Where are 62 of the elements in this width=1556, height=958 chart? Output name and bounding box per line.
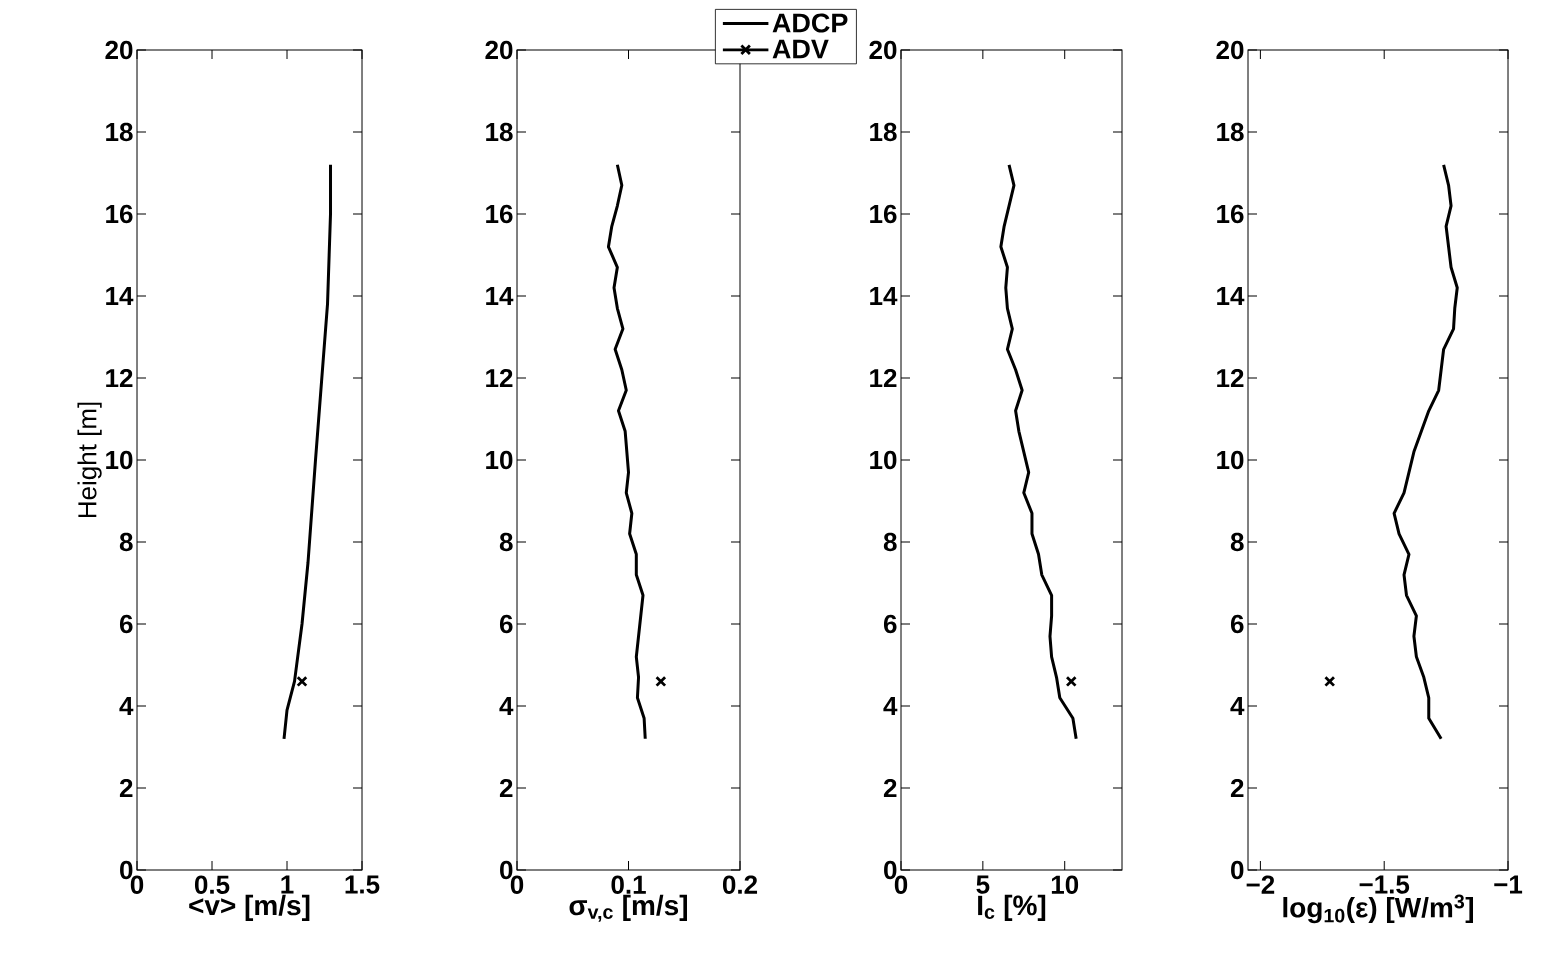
line-series: [606, 163, 647, 741]
y-tick-label: 16: [1217, 204, 1244, 224]
y-tick-label: 2: [499, 778, 513, 798]
x-tick-label: 5: [976, 875, 990, 894]
y-tick-label: 12: [106, 368, 133, 388]
x-tick-label: −2: [1246, 875, 1275, 894]
y-tick-label: 8: [1230, 532, 1244, 552]
line-series: [999, 163, 1078, 741]
y-tick-label: 16: [870, 204, 897, 224]
x-tick-label: −1.5: [1359, 875, 1410, 894]
y-tick-label: 20: [105, 40, 133, 60]
x-tick-label: −1: [1494, 875, 1523, 894]
x-tick-label: 0.5: [194, 875, 230, 894]
line-series: [1392, 163, 1459, 741]
y-tick-label: 12: [870, 368, 897, 388]
y-tick-label: 6: [499, 614, 513, 634]
y-tick-label: 8: [883, 532, 897, 552]
y-tick-label: 20: [869, 40, 897, 60]
y-tick-label: 8: [119, 532, 133, 552]
x-tick-label: 0.2: [722, 875, 758, 894]
y-tick-label: 4: [883, 697, 898, 715]
y-tick-label: 6: [883, 614, 897, 634]
y-tick-label: 0: [1231, 860, 1244, 880]
y-tick-label: 14: [1217, 287, 1245, 305]
y-tick-label: 14: [870, 287, 898, 305]
x-axis-title: log$_{10}$(ε) [W/m$^{3}$]: [1283, 894, 1474, 924]
y-tick-label: 10: [486, 450, 513, 470]
x-axis-title: I$_{c}$ [%]: [978, 894, 1046, 921]
y-tick-label: 16: [106, 204, 133, 224]
y-tick-label: 6: [1230, 614, 1244, 634]
x-tick-label: 0.1: [611, 875, 646, 894]
x-tick-label: 10: [1051, 875, 1079, 894]
legend-label: ADCP: [772, 13, 848, 33]
x-tick-label: 1.5: [345, 875, 380, 894]
y-tick-label: 16: [486, 204, 513, 224]
y-tick-label: 2: [1230, 778, 1244, 798]
x-axis-title: <v> [m/s]: [189, 894, 310, 921]
legend-label: ADV: [772, 39, 829, 59]
y-tick-label: 20: [1216, 40, 1244, 60]
y-axis-title: Height [m]: [77, 402, 102, 518]
y-tick-label: 8: [499, 532, 513, 552]
x-tick-label: 1: [281, 875, 294, 894]
y-tick-label: 10: [1217, 450, 1244, 470]
y-tick-label: 18: [486, 122, 513, 142]
y-tick-label: 6: [119, 614, 133, 634]
y-tick-label: 18: [870, 122, 897, 142]
x-axis-title: σ$_{v,c}$ [m/s]: [569, 894, 687, 922]
y-tick-label: 18: [1217, 122, 1244, 142]
y-tick-label: 2: [883, 778, 897, 798]
y-tick-label: 20: [485, 40, 513, 60]
y-tick-label: 10: [106, 450, 133, 470]
y-tick-label: 14: [106, 287, 134, 305]
y-tick-label: 10: [870, 450, 897, 470]
y-tick-label: 4: [1230, 697, 1245, 715]
y-tick-label: 18: [106, 122, 133, 142]
y-tick-label: 4: [119, 697, 134, 715]
y-tick-label: 14: [486, 287, 514, 305]
y-tick-label: 2: [119, 778, 133, 798]
y-tick-label: 4: [499, 697, 514, 715]
y-tick-label: 12: [486, 368, 513, 388]
line-series: [282, 163, 333, 741]
y-tick-label: 12: [1217, 368, 1244, 388]
